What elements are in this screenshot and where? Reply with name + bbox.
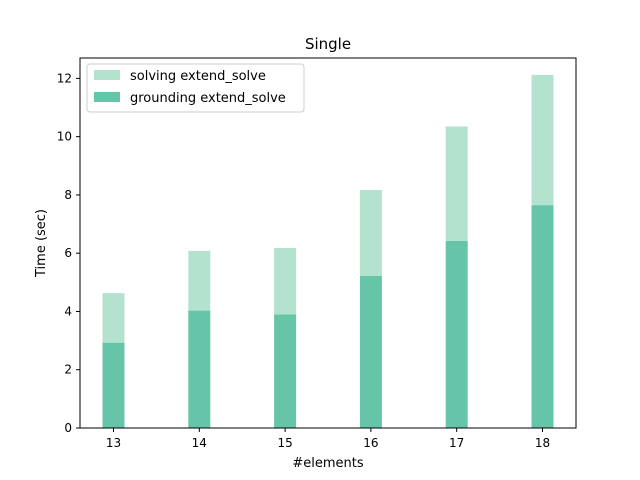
y-tick-label-0: 0 — [64, 421, 72, 435]
legend-label-grounding: grounding extend_solve — [130, 91, 286, 106]
bar-grounding-14 — [188, 310, 211, 428]
y-tick-label-10: 10 — [57, 130, 72, 144]
bar-solving-18 — [531, 74, 554, 206]
bar-solving-17 — [445, 126, 468, 241]
y-tick-label-12: 12 — [57, 71, 72, 85]
bars-group — [102, 74, 554, 428]
x-tick-label-13: 13 — [106, 436, 121, 450]
legend-frame — [86, 63, 305, 113]
x-tick-label-14: 14 — [192, 436, 207, 450]
chart-title: Single — [305, 35, 351, 53]
y-tick-label-2: 2 — [64, 363, 72, 377]
y-axis-label: Time (sec) — [34, 209, 49, 278]
legend-label-solving: solving extend_solve — [130, 69, 266, 84]
x-axis-label: #elements — [292, 456, 363, 471]
bar-solving-13 — [102, 293, 125, 343]
x-tick-label-15: 15 — [277, 436, 292, 450]
y-axis-ticks: 0 2 4 6 8 10 12 — [57, 71, 80, 435]
x-axis-ticks: 13 14 15 16 17 18 — [106, 428, 550, 450]
y-tick-label-4: 4 — [64, 304, 72, 318]
bar-grounding-16 — [359, 275, 382, 428]
bar-grounding-18 — [531, 205, 554, 428]
bar-grounding-13 — [102, 342, 125, 428]
legend: solving extend_solve grounding extend_so… — [86, 63, 305, 113]
bar-solving-15 — [274, 247, 297, 315]
bar-grounding-17 — [445, 240, 468, 428]
x-tick-label-16: 16 — [363, 436, 378, 450]
bar-solving-16 — [359, 189, 382, 276]
x-tick-label-18: 18 — [535, 436, 550, 450]
y-tick-label-6: 6 — [64, 246, 72, 260]
legend-swatch-grounding — [94, 92, 120, 102]
y-tick-label-8: 8 — [64, 188, 72, 202]
bar-solving-14 — [188, 250, 211, 311]
plot-frame — [79, 57, 577, 429]
bar-grounding-15 — [274, 314, 297, 428]
legend-swatch-solving — [94, 70, 120, 80]
x-tick-label-17: 17 — [449, 436, 464, 450]
